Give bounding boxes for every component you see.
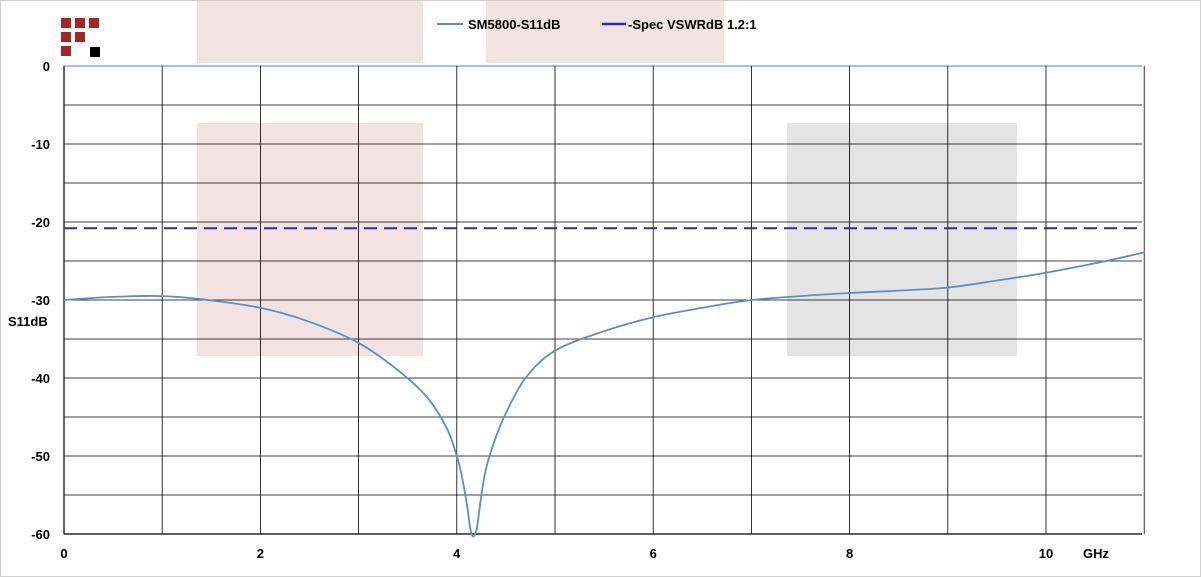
legend-label-s11: SM5800-S11dB: [468, 17, 561, 32]
band-pink-top-right: [486, 1, 724, 63]
series-layer: [63, 227, 1145, 538]
background-bands: [197, 1, 1017, 356]
y-tick-label: -20: [31, 215, 50, 230]
band-pink-top-left: [197, 1, 423, 63]
x-tick-label: 2: [257, 546, 264, 561]
legend-label-spec: -Spec VSWRdB 1.2:1: [628, 17, 757, 32]
x-tick-label: 8: [846, 546, 853, 561]
y-tick-label: -60: [31, 527, 50, 542]
band-gray-middle: [787, 123, 1017, 356]
y-axis-label: S11dB: [8, 314, 48, 329]
band-pink-middle: [197, 123, 423, 356]
series-line-s11: [63, 251, 1145, 538]
y-tick-label: 0: [43, 59, 50, 74]
y-tick-label: -40: [31, 371, 50, 386]
x-axis-label: GHz: [1083, 546, 1110, 561]
x-tick-label: 10: [1039, 546, 1053, 561]
y-tick-label: -10: [31, 137, 50, 152]
x-tick-labels: 0 2 4 6 8 10: [60, 546, 1053, 561]
logo: [61, 18, 100, 57]
x-tick-label: 0: [60, 546, 67, 561]
y-tick-label: -50: [31, 449, 50, 464]
x-tick-label: 4: [453, 546, 461, 561]
grid: [63, 65, 1145, 535]
legend: SM5800-S11dB -Spec VSWRdB 1.2:1: [437, 17, 757, 32]
y-tick-label: -30: [31, 293, 50, 308]
y-tick-labels: 0 -10 -20 -30 -40 -50 -60: [31, 59, 50, 542]
x-tick-label: 6: [650, 546, 657, 561]
